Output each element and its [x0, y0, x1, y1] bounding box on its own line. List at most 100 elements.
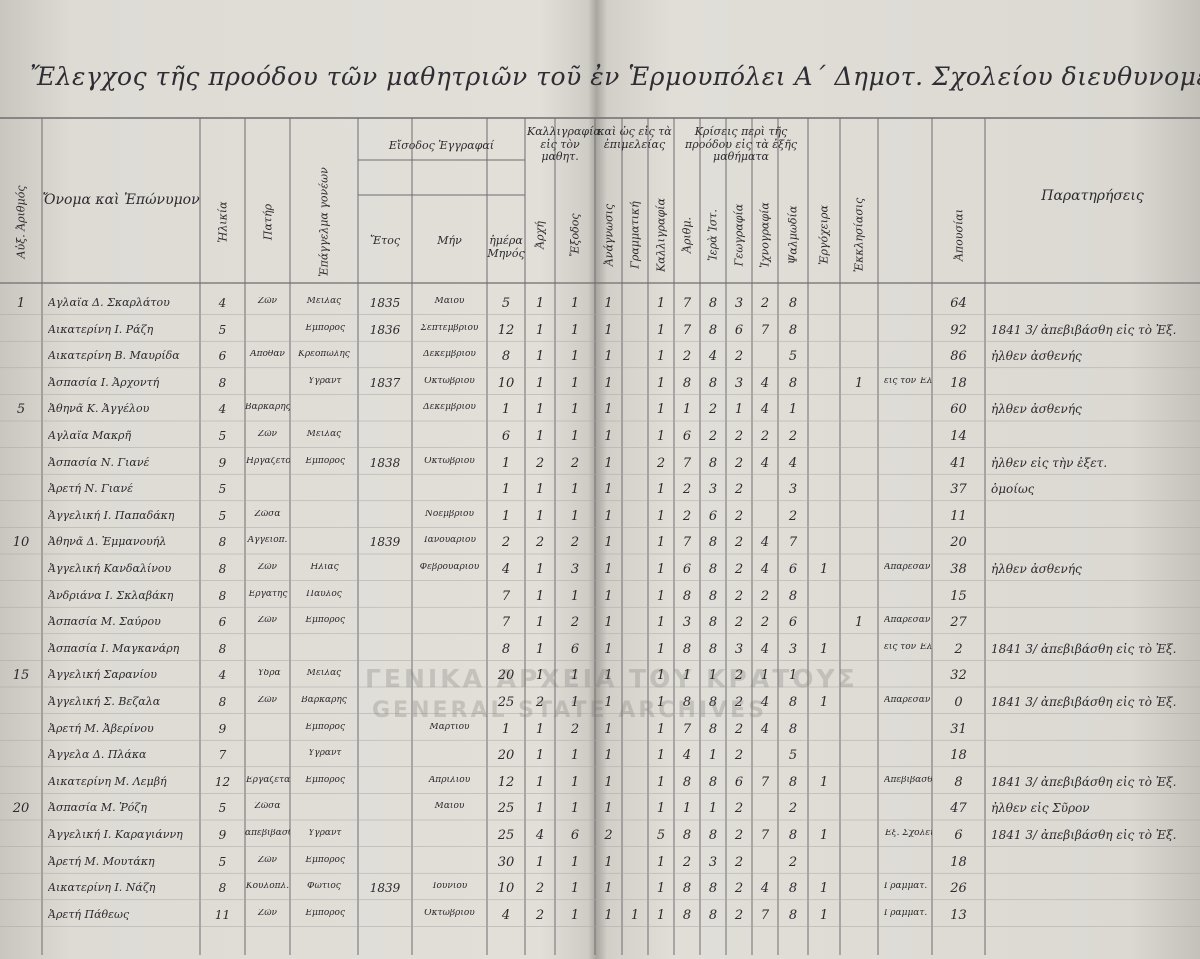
cell: Ἰανουαρίου: [423, 536, 476, 546]
cell: 1836: [369, 323, 401, 336]
cell: 7: [501, 589, 511, 603]
cell: 1: [570, 350, 580, 364]
cell: 1: [656, 323, 666, 337]
cell: 1: [682, 403, 692, 417]
cell: 5: [218, 323, 227, 336]
column-header: Ἀριθμ.: [680, 217, 694, 253]
cell: 1: [604, 350, 613, 364]
cell: 2: [682, 483, 692, 497]
cell: 2: [734, 908, 744, 922]
cell: 1: [604, 403, 613, 417]
cell: 6: [501, 430, 511, 443]
cell: 4: [760, 722, 770, 736]
cell: Δεκεμβρίου: [423, 350, 476, 360]
cell: Ἔμπορος: [302, 775, 345, 785]
cell: Ἔμπορος: [302, 722, 345, 732]
cell: 7: [682, 323, 692, 337]
cell: Ἀσπασία Ι. Ἀρχοντή: [48, 376, 160, 388]
cell: 1: [570, 509, 580, 523]
cell: 1: [535, 642, 545, 656]
cell: 3: [734, 642, 744, 656]
cell: Βαρκάρης: [301, 696, 347, 705]
cell: 8: [682, 829, 692, 842]
cell: 8: [788, 829, 798, 842]
cell: Ἐργάτης: [247, 589, 288, 599]
cell: 6: [682, 430, 692, 443]
cell: 1: [708, 669, 718, 683]
cell: Ἐργάζεται: [245, 775, 290, 785]
cell: 18: [950, 749, 967, 763]
cell: 1: [535, 483, 545, 497]
cell: 4: [760, 563, 770, 576]
cell: 8: [788, 323, 798, 337]
cell: 1: [656, 749, 666, 763]
cell: 2: [734, 430, 744, 443]
cell: 1: [535, 802, 545, 816]
cell: 6: [954, 829, 963, 842]
ledger-title: Ἔλεγχος τῆς προόδου τῶν μαθητριῶν τοῦ ἐν…: [30, 62, 1200, 91]
cell: 1: [501, 509, 511, 523]
cell: 5: [218, 855, 227, 868]
cell: 2: [734, 696, 744, 709]
cell: 4: [788, 456, 798, 470]
cell: 1: [570, 775, 580, 789]
watermark: ΓΕΝΙΚΑ ΑΡΧΕΙΑ ΤΟΥ ΚΡΑΤΟΥΣ: [365, 664, 858, 693]
cell: 2: [570, 616, 580, 630]
cell: 37: [950, 483, 967, 497]
cell: Ἀσπασία Ν. Γιανέ: [48, 456, 150, 468]
cell: 1: [656, 403, 666, 417]
cell: Ἀνδριάνα Ι. Σκλαβάκη: [48, 589, 174, 601]
cell: 31: [950, 722, 967, 736]
cell: 2: [570, 722, 580, 736]
cell: 6: [218, 616, 227, 629]
cell: 1: [604, 430, 613, 443]
cell: Κουλοπλ.: [245, 882, 290, 892]
cell: 20: [12, 802, 30, 816]
cell: 5: [788, 749, 798, 763]
cell: 8: [682, 696, 692, 709]
cell: Ἠργάζετο: [245, 456, 290, 466]
cell: 1: [656, 908, 666, 922]
column-header: Ἀνάγνωσις: [602, 203, 615, 267]
column-header: Ἡλικία: [216, 201, 229, 243]
cell: 1: [604, 536, 613, 550]
cell: 4: [501, 908, 511, 922]
cell: 1: [604, 456, 613, 470]
cell: 8: [954, 775, 963, 789]
cell: 1: [535, 403, 545, 417]
cell: 1: [535, 376, 545, 390]
cell: 64: [950, 297, 967, 310]
cell: 3: [682, 616, 692, 630]
cell: 2: [734, 350, 744, 364]
cell: 10: [12, 536, 30, 550]
cell: Ὑγραντ: [306, 376, 342, 386]
cell: 1: [734, 403, 744, 417]
cell: Ἀγγειοπ.: [247, 536, 288, 546]
cell: Ζῶν: [257, 616, 278, 626]
cell: 27: [950, 616, 967, 630]
cell: 8: [788, 297, 798, 310]
cell: 1: [570, 855, 580, 869]
cell: 1: [656, 376, 666, 390]
cell: 5: [218, 802, 227, 815]
cell: Φώτιος: [307, 882, 341, 892]
cell: Βαρκάρης: [245, 403, 290, 413]
column-header: Ἔξοδος: [568, 213, 582, 257]
cell: 8: [708, 775, 718, 789]
cell: 1841 3/ ἀπεβιβάσθη εἰς τὸ Ἐξ.: [991, 696, 1177, 708]
cell: 1: [501, 483, 511, 497]
cell: 11: [950, 509, 967, 523]
cell: 2: [734, 669, 744, 683]
column-header: Αὐξ. Ἀριθμός: [14, 185, 28, 259]
cell: 1838: [369, 456, 401, 469]
cell: Αικατερίνη Β. Μαυρίδα: [48, 350, 180, 362]
cell: 1: [604, 722, 613, 736]
cell: 8: [218, 589, 227, 602]
cell: 26: [950, 882, 967, 896]
cell: 8: [218, 376, 227, 389]
cell: 20: [497, 669, 515, 683]
cell: 9: [218, 829, 227, 841]
cell: 1: [535, 509, 545, 523]
cell: 8: [788, 908, 798, 922]
cell: 1: [656, 509, 666, 523]
